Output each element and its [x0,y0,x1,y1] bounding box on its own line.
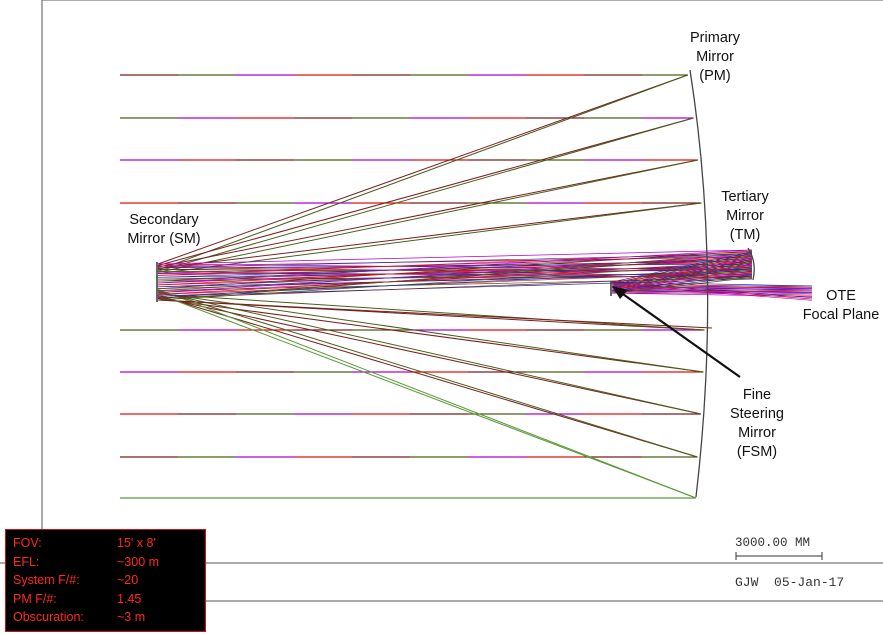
converging-ray [157,117,694,272]
tertiary-ray [611,269,753,287]
converging-ray [157,159,699,268]
tertiary-ray [611,265,753,283]
spec-row-fov: FOV: 15' x 8' [13,536,156,550]
focal-ray [611,289,813,291]
relay-ray [157,264,753,293]
focal-ray [611,290,813,293]
tertiary-ray [611,251,753,283]
relay-ray [157,275,753,280]
stamp-date: 05-Jan-17 [774,575,845,590]
ote-focal-plane-label: OTE Focal Plane [802,288,880,323]
tertiary-to-focal-plane-rays [611,251,813,301]
tertiary-ray [611,272,753,290]
relay-ray [157,249,753,265]
tertiary-ray [611,274,753,291]
converging-ray [157,299,713,329]
converging-ray [157,293,705,331]
relay-ray [157,266,753,286]
relay-ray [157,261,753,276]
tertiary-ray [611,257,753,288]
relay-ray [157,260,753,271]
relay-ray [157,261,753,295]
incoming-rays-upper [120,74,702,204]
converging-ray [157,288,697,499]
spec-row-obscuration: Obscuration: ~3 m [13,610,146,624]
tertiary-ray [611,263,753,294]
tertiary-ray [611,268,753,286]
relay-ray [157,265,753,280]
relay-ray [157,256,753,267]
tertiary-ray [611,271,753,288]
tertiary-ray [611,277,753,294]
converging-ray [157,159,699,273]
converging-ray [157,74,688,265]
focal-ray [611,292,813,297]
relay-ray [157,252,753,301]
relay-ray [157,269,753,272]
relay-ray [157,267,753,272]
fine-steering-mirror-label: Fine Steering Mirror (FSM) [729,387,784,460]
converging-ray [157,295,698,458]
focal-ray [611,292,813,294]
converging-ray [157,202,702,269]
relay-ray [157,263,753,269]
stamp-initials: GJW [735,575,759,590]
converging-ray [157,74,688,271]
incoming-rays-lower [120,329,705,499]
fsm-pointer-arrow [619,291,741,378]
scale-bar-label: 3000.00 MM [735,536,811,550]
focal-ray [611,290,813,295]
spec-row-efl: EFL: ~300 m [13,554,160,569]
relay-ray [157,263,753,271]
relay-ray [157,268,753,278]
converging-ray [157,291,702,415]
fsm-arrowhead [612,286,628,299]
primary-mirror-surface [689,69,709,498]
relay-ray [157,253,753,269]
primary-mirror-label: Primary Mirror (PM) [690,30,740,84]
tertiary-ray [611,253,753,284]
relay-ray [157,256,753,286]
converging-ray [157,289,698,458]
converging-ray [157,117,694,266]
converging-ray [157,293,697,499]
primary-to-secondary-rays [157,74,713,499]
relay-ray [157,254,753,293]
converging-ray [157,292,704,373]
spec-row-system-f: System F/#: ~20 [13,573,139,587]
tertiary-mirror-surface [747,247,755,281]
frame-lines [0,0,883,602]
tertiary-mirror-label: Tertiary Mirror (TM) [721,189,769,243]
relay-ray [157,270,753,290]
focal-ray [611,291,813,296]
relay-ray [157,265,753,278]
tertiary-ray [611,254,753,286]
tertiary-ray [611,275,753,293]
spec-row-pm-f: PM F/#: 1.45 [13,591,142,606]
converging-ray [157,298,704,373]
relay-ray [157,263,753,288]
relay-ray [157,254,753,274]
tertiary-ray [611,256,753,287]
secondary-to-tertiary-rays [157,249,753,301]
tertiary-ray [611,266,753,284]
secondary-mirror-label: Secondary Mirror (SM) [127,212,201,247]
relay-ray [157,251,753,276]
relay-ray [157,249,753,284]
specs-box: FOV: 15' x 8' EFL: ~300 m System F/#: ~20 P… [5,529,206,632]
scale-bar [735,552,823,560]
converging-ray [157,296,702,415]
relay-ray [157,258,753,278]
drawing-stamp: GJW 05-Jan-17 [735,575,844,590]
